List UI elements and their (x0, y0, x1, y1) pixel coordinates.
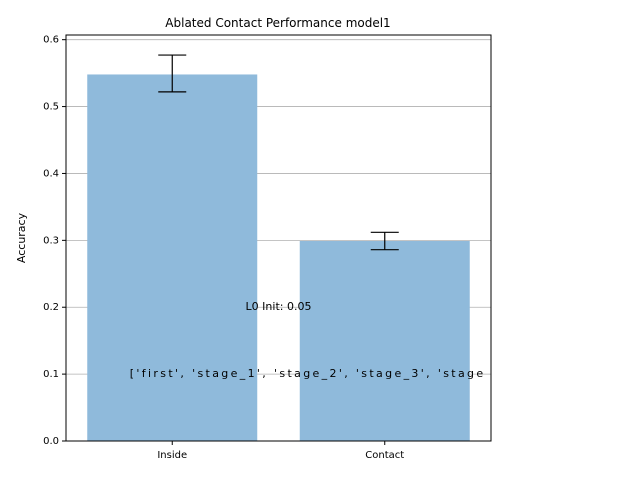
annotation-l0-init: L0 Init: 0.05 (246, 300, 312, 313)
y-tick-label: 0.5 (43, 102, 59, 113)
bars (87, 74, 470, 441)
y-tick-label: 0.1 (43, 369, 59, 380)
bar-inside (87, 74, 257, 441)
y-tick-label: 0.4 (43, 168, 59, 179)
y-tick-label: 0.2 (43, 302, 59, 313)
y-axis-label: Accuracy (15, 212, 28, 263)
y-tick-label: 0.3 (43, 235, 59, 246)
x-tick-label: Inside (157, 450, 187, 461)
chart-title: Ablated Contact Performance model1 (165, 16, 390, 30)
y-tick-label: 0.0 (43, 436, 59, 447)
annotation-stages: ['first', 'stage_1', 'stage_2', 'stage_3… (130, 367, 486, 380)
x-tick-label: Contact (365, 450, 404, 461)
y-tick-label: 0.6 (43, 35, 59, 46)
bar-contact (300, 241, 470, 441)
